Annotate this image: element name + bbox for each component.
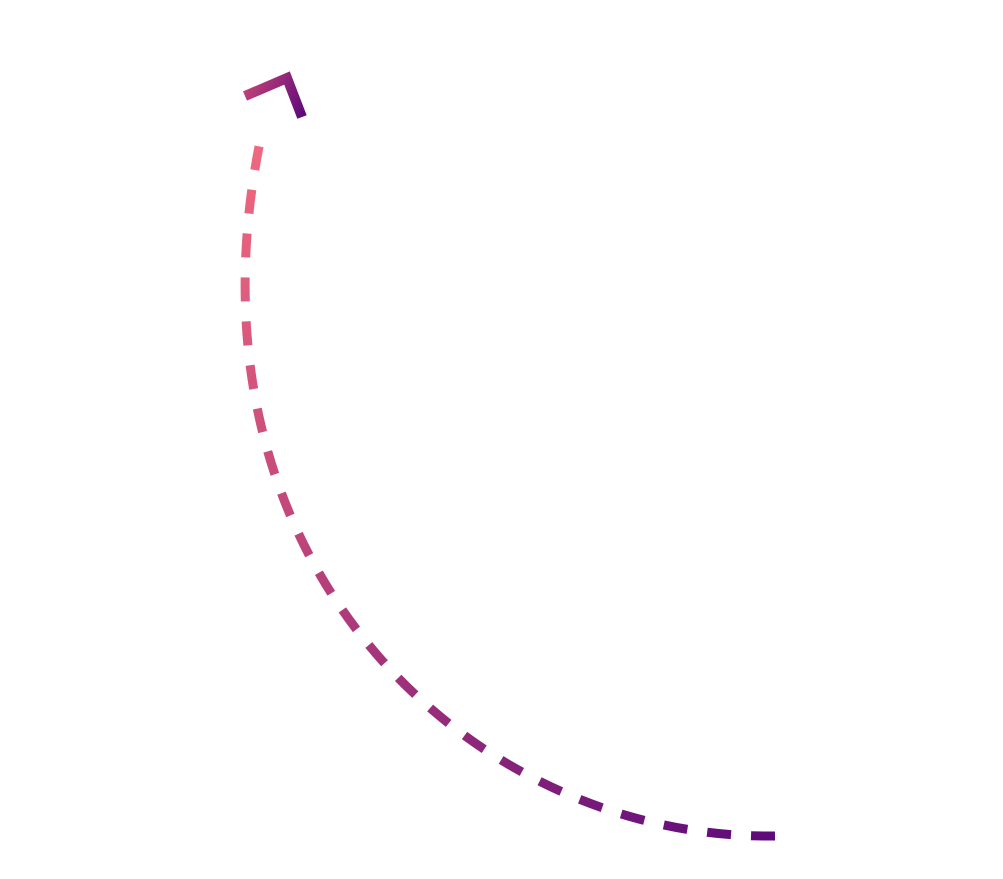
dashed-arc: [240, 131, 776, 841]
chevron-arrowhead-icon: [243, 71, 307, 119]
